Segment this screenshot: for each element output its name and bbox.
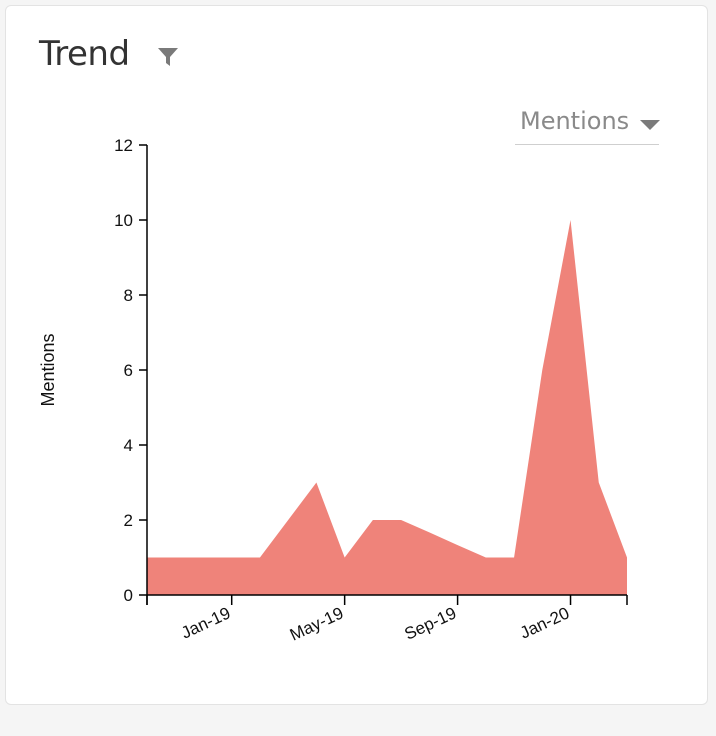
y-tick-label: 2 <box>124 511 133 530</box>
x-tick-label: Sep-19 <box>402 603 460 643</box>
caret-down-icon <box>640 120 660 130</box>
x-tick-label: May-19 <box>287 603 346 644</box>
x-tick-label: Jan-20 <box>517 603 572 642</box>
x-tick-label: Jan-19 <box>178 603 233 642</box>
y-axis-title: Mentions <box>38 333 58 406</box>
y-tick-label: 4 <box>124 436 133 455</box>
mentions-area <box>147 220 627 595</box>
y-tick-label: 10 <box>114 211 133 230</box>
y-tick-label: 8 <box>124 286 133 305</box>
metric-dropdown-label: Mentions <box>520 107 630 135</box>
metric-dropdown[interactable]: Mentions <box>515 103 660 145</box>
y-tick-label: 0 <box>124 586 133 605</box>
card-title: Trend <box>39 34 130 74</box>
filter-icon[interactable] <box>157 46 179 68</box>
y-tick-label: 12 <box>114 136 133 155</box>
y-tick-label: 6 <box>124 361 133 380</box>
